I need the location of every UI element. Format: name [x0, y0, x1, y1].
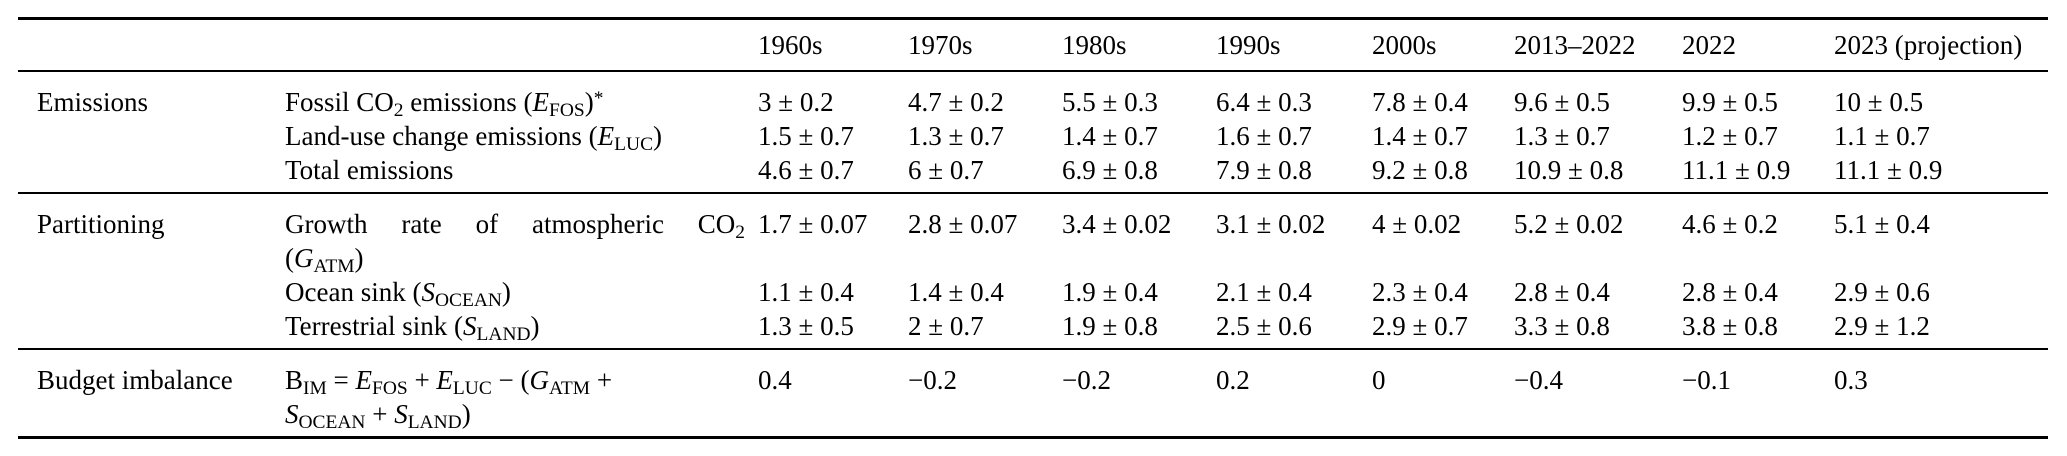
value-cell: 2.8 ± 0.4: [1682, 277, 1778, 307]
value-cell: 1.3 ± 0.5: [758, 311, 854, 341]
value-cell: 1.5 ± 0.7: [758, 121, 854, 151]
row-label-text-line1: Growth rate of atmospheric CO2: [285, 209, 745, 243]
value-cell: 1.7 ± 0.07: [758, 209, 868, 239]
value-cell: 2.5 ± 0.6: [1216, 311, 1312, 341]
row-total-emissions: Total emissions 4.6 ± 0.7 6 ± 0.7 6.9 ± …: [18, 153, 2048, 193]
value-cell: −0.4: [1514, 365, 1563, 395]
value-cell: 0.2: [1216, 365, 1250, 395]
header-category-spacer: [18, 19, 285, 72]
row-fossil-emissions: Emissions Fossil CO2 emissions (EFOS)* 3…: [18, 71, 2048, 121]
column-header-1970s: 1970s: [908, 30, 973, 60]
row-atmospheric-growth: Partitioning Growth rate of atmospheric …: [18, 193, 2048, 277]
value-cell: 0.4: [758, 365, 792, 395]
value-cell: 5.2 ± 0.02: [1514, 209, 1624, 239]
row-label-atmospheric-growth: Growth rate of atmospheric CO2 (GATM): [285, 193, 758, 277]
value-cell: −0.2: [1062, 365, 1111, 395]
value-cell: 2.1 ± 0.4: [1216, 277, 1312, 307]
value-cell: 1.1 ± 0.4: [758, 277, 854, 307]
value-cell: 3 ± 0.2: [758, 87, 834, 117]
value-cell: 1.4 ± 0.7: [1372, 121, 1468, 151]
carbon-budget-table: 1960s 1970s 1980s 1990s 2000s 2013–2022 …: [18, 17, 2048, 439]
column-header-2000s: 2000s: [1372, 30, 1437, 60]
value-cell: 0.3: [1834, 365, 1868, 395]
value-cell: 4.7 ± 0.2: [908, 87, 1004, 117]
row-label-landuse-emissions: Land-use change emissions (ELUC): [285, 119, 758, 155]
value-cell: −0.2: [908, 365, 957, 395]
value-cell: 6.9 ± 0.8: [1062, 155, 1158, 185]
row-landuse-emissions: Land-use change emissions (ELUC) 1.5 ± 0…: [18, 119, 2048, 155]
row-label-budget-imbalance-formula: BIM = EFOS + ELUC − (GATM + SOCEAN + SLA…: [285, 349, 758, 438]
row-budget-imbalance: Budget imbalance BIM = EFOS + ELUC − (GA…: [18, 349, 2048, 438]
value-cell: 2.8 ± 0.07: [908, 209, 1018, 239]
value-cell: 9.9 ± 0.5: [1682, 87, 1778, 117]
value-cell: 1.9 ± 0.8: [1062, 311, 1158, 341]
section-emissions: Emissions Fossil CO2 emissions (EFOS)* 3…: [18, 71, 2048, 193]
section-budget-imbalance: Budget imbalance BIM = EFOS + ELUC − (GA…: [18, 349, 2048, 438]
section-label-emissions: Emissions: [37, 87, 149, 117]
row-label-text: Land-use change emissions (ELUC): [285, 121, 663, 155]
value-cell: 7.8 ± 0.4: [1372, 87, 1468, 117]
value-cell: 7.9 ± 0.8: [1216, 155, 1312, 185]
value-cell: 4 ± 0.02: [1372, 209, 1462, 239]
value-cell: 3.4 ± 0.02: [1062, 209, 1172, 239]
value-cell: 2.3 ± 0.4: [1372, 277, 1468, 307]
row-label-text-line2: (GATM): [285, 243, 364, 277]
row-ocean-sink: Ocean sink (SOCEAN) 1.1 ± 0.4 1.4 ± 0.4 …: [18, 275, 2048, 311]
value-cell: 1.9 ± 0.4: [1062, 277, 1158, 307]
row-label-text: Terrestrial sink (SLAND): [285, 311, 540, 345]
value-cell: 2.9 ± 0.7: [1372, 311, 1468, 341]
value-cell: 1.3 ± 0.7: [1514, 121, 1610, 151]
row-label-text: Ocean sink (SOCEAN): [285, 277, 511, 311]
column-header-1980s: 1980s: [1062, 30, 1127, 60]
table-header: 1960s 1970s 1980s 1990s 2000s 2013–2022 …: [18, 19, 2048, 72]
row-label-text-line2: SOCEAN + SLAND): [285, 399, 471, 433]
column-header-1990s: 1990s: [1216, 30, 1281, 60]
value-cell: 11.1 ± 0.9: [1682, 155, 1791, 185]
section-partitioning: Partitioning Growth rate of atmospheric …: [18, 193, 2048, 349]
section-label-partitioning: Partitioning: [37, 209, 165, 239]
value-cell: 1.6 ± 0.7: [1216, 121, 1312, 151]
value-cell: 2.9 ± 1.2: [1834, 311, 1930, 341]
value-cell: 4.6 ± 0.2: [1682, 209, 1778, 239]
row-label-text-line1: BIM = EFOS + ELUC − (GATM +: [285, 365, 613, 399]
row-label-text: Fossil CO2 emissions (EFOS)*: [285, 87, 604, 121]
section-label-budget-imbalance: Budget imbalance: [37, 365, 233, 395]
value-cell: −0.1: [1682, 365, 1731, 395]
column-header-2013-2022: 2013–2022: [1514, 30, 1636, 60]
row-label-total-emissions: Total emissions: [285, 153, 758, 193]
column-header-2023-projection: 2023 (projection): [1834, 30, 2023, 60]
value-cell: 5.5 ± 0.3: [1062, 87, 1158, 117]
row-label-fossil-emissions: Fossil CO2 emissions (EFOS)*: [285, 71, 758, 121]
value-cell: 5.1 ± 0.4: [1834, 209, 1930, 239]
value-cell: 1.4 ± 0.7: [1062, 121, 1158, 151]
value-cell: 1.2 ± 0.7: [1682, 121, 1778, 151]
row-label-terrestrial-sink: Terrestrial sink (SLAND): [285, 309, 758, 349]
value-cell: 10 ± 0.5: [1834, 87, 1924, 117]
value-cell: 1.4 ± 0.4: [908, 277, 1004, 307]
value-cell: 0: [1372, 365, 1386, 395]
value-cell: 11.1 ± 0.9: [1834, 155, 1943, 185]
value-cell: 10.9 ± 0.8: [1514, 155, 1624, 185]
row-label-ocean-sink: Ocean sink (SOCEAN): [285, 275, 758, 311]
value-cell: 9.2 ± 0.8: [1372, 155, 1468, 185]
value-cell: 3.3 ± 0.8: [1514, 311, 1610, 341]
value-cell: 1.1 ± 0.7: [1834, 121, 1930, 151]
column-header-2022: 2022: [1682, 30, 1736, 60]
value-cell: 2.9 ± 0.6: [1834, 277, 1930, 307]
value-cell: 2 ± 0.7: [908, 311, 984, 341]
value-cell: 9.6 ± 0.5: [1514, 87, 1610, 117]
value-cell: 6 ± 0.7: [908, 155, 984, 185]
value-cell: 1.3 ± 0.7: [908, 121, 1004, 151]
row-label-text: Total emissions: [285, 155, 454, 185]
value-cell: 2.8 ± 0.4: [1514, 277, 1610, 307]
row-terrestrial-sink: Terrestrial sink (SLAND) 1.3 ± 0.5 2 ± 0…: [18, 309, 2048, 349]
value-cell: 6.4 ± 0.3: [1216, 87, 1312, 117]
value-cell: 3.8 ± 0.8: [1682, 311, 1778, 341]
column-header-1960s: 1960s: [758, 30, 823, 60]
header-variable-spacer: [285, 19, 758, 72]
value-cell: 4.6 ± 0.7: [758, 155, 854, 185]
value-cell: 3.1 ± 0.02: [1216, 209, 1326, 239]
header-row: 1960s 1970s 1980s 1990s 2000s 2013–2022 …: [18, 19, 2048, 72]
